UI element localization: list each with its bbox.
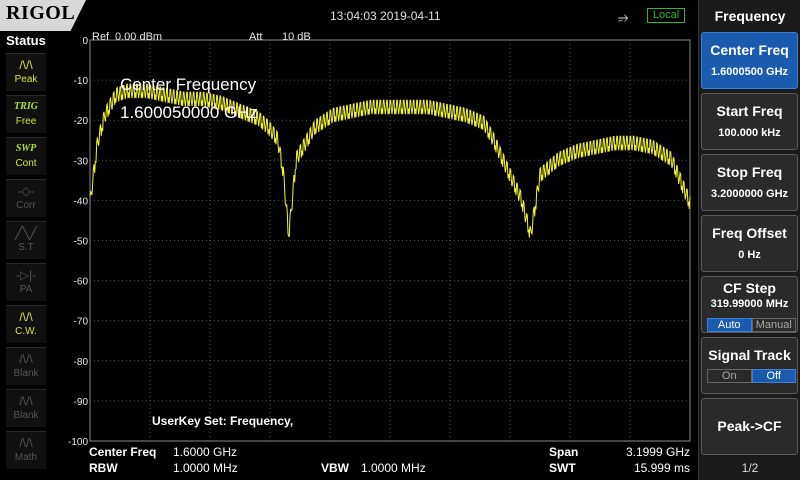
stop-freq-button-label: Stop Freq xyxy=(716,164,783,180)
menu-title: Frequency xyxy=(714,8,786,24)
swt-label: SWT xyxy=(549,461,576,475)
spectrum-trace xyxy=(89,83,691,238)
cf-step-button[interactable]: CF Step 319.99000 MHz Auto Manual xyxy=(701,276,798,333)
status-panel: Status /\/\ Peak TRIG Free SWP Cont -◇- Corr… xyxy=(0,31,52,480)
y-tick-label: 0 xyxy=(82,36,88,47)
status-cw[interactable]: /\/\ C.W. xyxy=(6,305,46,343)
signal-track-on-option[interactable]: On xyxy=(707,369,752,383)
status-blank-1[interactable]: /\/\ Blank xyxy=(6,347,46,385)
y-tick-label: -80 xyxy=(74,357,89,368)
freq-offset-button[interactable]: Freq Offset 0 Hz xyxy=(701,215,798,272)
swp-icon: SWP xyxy=(15,143,37,154)
freq-offset-button-value: 0 Hz xyxy=(738,249,761,261)
status-blank-2[interactable]: /\/\ Blank xyxy=(6,389,46,427)
pa-icon: -▷|- xyxy=(15,268,37,282)
cf-step-mode-toggle[interactable]: Auto Manual xyxy=(707,318,796,332)
att-value: 10 dB xyxy=(282,31,311,43)
freq-offset-button-label: Freq Offset xyxy=(712,225,787,241)
rbw-label: RBW xyxy=(89,461,118,475)
usb-icon: ⭌ xyxy=(618,9,629,24)
span-label: Span xyxy=(549,445,579,459)
spectrum-chart: 0 -10 -20 -30 -40 -50 -60 -70 -80 -90 -100 xyxy=(68,36,691,448)
cf-step-button-value: 319.99000 MHz xyxy=(710,298,789,310)
status-trigger[interactable]: TRIG Free xyxy=(6,95,46,133)
status-label: Cont xyxy=(15,158,37,169)
span-value: 3.1999 GHz xyxy=(625,445,690,459)
status-label: Blank xyxy=(13,410,39,421)
cw-icon: /\/\ xyxy=(19,310,33,324)
status-st[interactable]: ╱╲╱ S.T xyxy=(6,221,46,259)
status-corr[interactable]: -◇- Corr xyxy=(6,179,46,217)
peak-icon: /\/\ xyxy=(19,58,33,72)
status-label: Free xyxy=(15,116,37,127)
brand-text: RIGOL xyxy=(6,2,76,24)
center-freq-button-label: Center Freq xyxy=(710,42,789,58)
status-label: S.T xyxy=(18,242,34,253)
status-label: Peak xyxy=(14,74,38,85)
status-peak[interactable]: /\/\ Peak xyxy=(6,53,46,91)
signal-track-button[interactable]: Signal Track On Off xyxy=(701,337,798,394)
cf-step-manual-option[interactable]: Manual xyxy=(751,318,796,332)
att-label: Att xyxy=(249,31,263,43)
vbw-label: VBW xyxy=(321,461,349,475)
y-tick-label: -100 xyxy=(68,437,88,448)
status-pa[interactable]: -▷|- PA xyxy=(6,263,46,301)
center-freq-button[interactable]: Center Freq 1.6000500 GHz xyxy=(701,32,798,89)
y-tick-label: -60 xyxy=(74,277,89,288)
spectrum-display[interactable]: 0 -10 -20 -30 -40 -50 -60 -70 -80 -90 -100 Ref 0.0… xyxy=(52,31,698,480)
corr-icon: -◇- xyxy=(17,184,35,198)
ref-label: Ref xyxy=(92,31,110,43)
swt-value: 15.999 ms xyxy=(633,461,690,475)
signal-track-button-label: Signal Track xyxy=(708,347,791,363)
y-tick-label: -70 xyxy=(74,317,89,328)
vbw-value: 1.0000 MHz xyxy=(361,461,426,475)
start-freq-button-label: Start Freq xyxy=(716,103,783,119)
center-freq-value: 1.6000 GHz xyxy=(173,445,238,459)
status-label: Corr xyxy=(16,200,36,211)
cf-step-button-label: CF Step xyxy=(723,280,776,296)
status-label: Blank xyxy=(13,368,39,379)
y-tick-label: -10 xyxy=(74,76,89,87)
center-freq-label: Center Freq xyxy=(89,445,157,459)
status-title: Status xyxy=(6,33,46,48)
menu-page-indicator: 1/2 xyxy=(741,461,759,475)
y-tick-label: -20 xyxy=(74,116,89,127)
st-icon: ╱╲╱ xyxy=(15,226,37,240)
y-tick-label: -50 xyxy=(74,237,89,248)
start-freq-button-value: 100.000 kHz xyxy=(718,127,781,139)
remote-status-badge[interactable]: Local xyxy=(647,8,685,23)
blank-icon: /\/\ xyxy=(19,352,33,366)
brand-logo: RIGOL xyxy=(0,0,86,31)
trig-icon: TRIG xyxy=(14,101,38,112)
status-label: Math xyxy=(14,452,38,463)
cf-step-auto-option[interactable]: Auto xyxy=(707,318,752,332)
overlay-title: Center Frequency xyxy=(120,75,257,94)
stop-freq-button-value: 3.2000000 GHz xyxy=(710,188,789,200)
ref-value: 0.00 dBm xyxy=(115,31,163,43)
peak-to-cf-button-label: Peak->CF xyxy=(717,418,782,434)
status-label: C.W. xyxy=(15,326,37,337)
peak-to-cf-button[interactable]: Peak->CF xyxy=(701,398,798,455)
datetime: 13:04:03 2019-04-11 xyxy=(330,9,441,23)
status-sweep[interactable]: SWP Cont xyxy=(6,137,46,175)
y-tick-label: -40 xyxy=(74,196,89,207)
top-bar: RIGOL 13:04:03 2019-04-11 ⭌ Local xyxy=(0,0,698,31)
signal-track-toggle[interactable]: On Off xyxy=(707,369,796,383)
stop-freq-button[interactable]: Stop Freq 3.2000000 GHz xyxy=(701,154,798,211)
math-icon: /\/\ xyxy=(19,436,33,450)
blank-icon: /\/\ xyxy=(19,394,33,408)
y-tick-label: -30 xyxy=(74,156,89,167)
start-freq-button[interactable]: Start Freq 100.000 kHz xyxy=(701,93,798,150)
center-freq-button-value: 1.6000500 GHz xyxy=(710,66,789,78)
status-math[interactable]: /\/\ Math xyxy=(6,431,46,469)
rbw-value: 1.0000 MHz xyxy=(173,461,238,475)
y-tick-label: -90 xyxy=(74,397,89,408)
userkey-status: UserKey Set: Frequency, xyxy=(152,414,294,428)
softkey-menu: Frequency Center Freq 1.6000500 GHz Star… xyxy=(698,0,800,480)
signal-track-off-option[interactable]: Off xyxy=(751,369,796,383)
status-label: PA xyxy=(19,284,33,295)
overlay-value: 1.600050000 GHz xyxy=(120,103,258,122)
